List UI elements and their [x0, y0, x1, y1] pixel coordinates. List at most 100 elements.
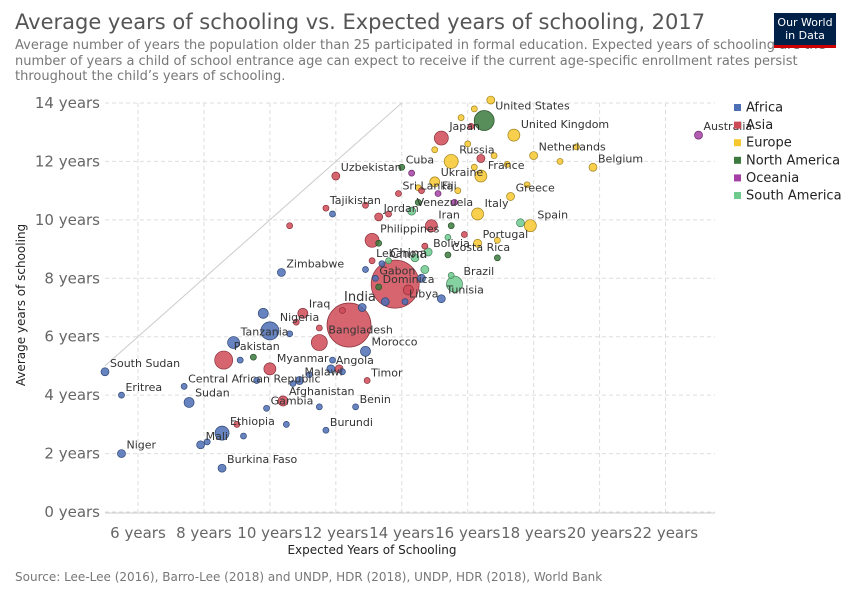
- data-point[interactable]: [203, 438, 211, 446]
- data-point[interactable]: [352, 403, 359, 411]
- data-point[interactable]: [410, 253, 420, 263]
- data-point[interactable]: [694, 130, 703, 140]
- data-point[interactable]: [374, 212, 384, 222]
- data-point[interactable]: [588, 162, 598, 172]
- data-point[interactable]: [370, 259, 420, 309]
- data-point[interactable]: [476, 154, 486, 163]
- data-point[interactable]: [227, 336, 240, 349]
- legend-swatch[interactable]: [734, 121, 741, 129]
- data-point[interactable]: [385, 210, 392, 218]
- data-point[interactable]: [529, 151, 538, 160]
- data-point[interactable]: [418, 187, 425, 194]
- data-point[interactable]: [573, 143, 580, 151]
- data-point[interactable]: [306, 371, 313, 379]
- legend-label[interactable]: Oceania: [746, 171, 799, 186]
- data-point[interactable]: [503, 161, 511, 168]
- data-point[interactable]: [507, 128, 521, 142]
- data-point[interactable]: [362, 201, 369, 209]
- data-point[interactable]: [471, 207, 484, 221]
- data-point[interactable]: [233, 421, 241, 428]
- data-point[interactable]: [375, 283, 383, 291]
- data-point[interactable]: [253, 377, 261, 384]
- data-point[interactable]: [372, 274, 379, 282]
- data-point[interactable]: [417, 273, 426, 283]
- data-point[interactable]: [490, 152, 498, 159]
- data-point[interactable]: [444, 234, 452, 241]
- data-point[interactable]: [100, 367, 110, 377]
- data-point[interactable]: [421, 242, 429, 250]
- data-point[interactable]: [556, 158, 564, 165]
- data-point[interactable]: [454, 187, 462, 194]
- data-point[interactable]: [329, 356, 336, 364]
- data-point[interactable]: [326, 302, 372, 348]
- data-point[interactable]: [357, 303, 367, 312]
- data-point[interactable]: [395, 190, 402, 197]
- data-point[interactable]: [214, 425, 230, 441]
- data-point[interactable]: [277, 395, 289, 407]
- data-point[interactable]: [315, 324, 323, 332]
- data-point[interactable]: [286, 222, 293, 230]
- data-point[interactable]: [196, 440, 205, 450]
- data-point[interactable]: [431, 146, 439, 154]
- data-point[interactable]: [408, 169, 415, 177]
- data-point[interactable]: [429, 176, 441, 188]
- legend-label[interactable]: Asia: [746, 118, 773, 133]
- owid-logo[interactable]: Our World in Data: [774, 13, 836, 48]
- data-point[interactable]: [240, 432, 247, 440]
- data-point[interactable]: [368, 257, 376, 265]
- data-point[interactable]: [433, 130, 449, 146]
- data-point[interactable]: [292, 318, 300, 326]
- legend-label[interactable]: Africa: [746, 101, 783, 116]
- data-point[interactable]: [236, 356, 244, 364]
- data-point[interactable]: [464, 140, 472, 148]
- data-point[interactable]: [380, 297, 390, 307]
- legend-label[interactable]: South America: [746, 189, 842, 204]
- legend-label[interactable]: Europe: [746, 136, 792, 151]
- data-point[interactable]: [446, 275, 463, 293]
- data-point[interactable]: [310, 334, 328, 351]
- data-point[interactable]: [289, 380, 297, 387]
- data-point[interactable]: [339, 368, 346, 376]
- data-point[interactable]: [434, 190, 442, 197]
- data-point[interactable]: [283, 421, 290, 428]
- data-point[interactable]: [494, 236, 501, 244]
- data-point[interactable]: [250, 353, 257, 361]
- data-point[interactable]: [447, 272, 455, 279]
- data-point[interactable]: [295, 376, 304, 385]
- data-point[interactable]: [473, 110, 495, 131]
- data-point[interactable]: [117, 449, 126, 458]
- data-point[interactable]: [322, 426, 330, 434]
- data-point[interactable]: [385, 257, 392, 265]
- data-point[interactable]: [315, 403, 323, 411]
- data-point[interactable]: [118, 391, 125, 399]
- data-point[interactable]: [506, 192, 515, 201]
- data-point[interactable]: [407, 206, 416, 216]
- data-point[interactable]: [414, 198, 422, 206]
- data-point[interactable]: [263, 404, 270, 412]
- data-point[interactable]: [339, 307, 346, 314]
- data-point[interactable]: [447, 222, 455, 230]
- data-point[interactable]: [423, 247, 433, 257]
- data-point[interactable]: [322, 204, 330, 212]
- data-point[interactable]: [214, 350, 234, 370]
- data-point[interactable]: [467, 123, 475, 130]
- data-point[interactable]: [474, 169, 488, 183]
- legend-swatch[interactable]: [734, 156, 741, 164]
- data-point[interactable]: [470, 105, 478, 113]
- data-point[interactable]: [486, 95, 496, 105]
- data-point[interactable]: [260, 321, 280, 341]
- data-point[interactable]: [183, 397, 195, 408]
- data-point[interactable]: [420, 265, 430, 274]
- data-point[interactable]: [457, 114, 465, 121]
- data-point[interactable]: [451, 198, 458, 206]
- legend-swatch[interactable]: [734, 174, 741, 182]
- data-point[interactable]: [286, 330, 293, 338]
- data-point[interactable]: [257, 307, 269, 319]
- data-point[interactable]: [329, 210, 336, 218]
- data-point[interactable]: [516, 218, 525, 228]
- data-point[interactable]: [362, 266, 369, 273]
- data-point[interactable]: [443, 154, 459, 169]
- data-point[interactable]: [473, 238, 482, 248]
- legend-swatch[interactable]: [734, 139, 741, 147]
- data-point[interactable]: [277, 268, 286, 277]
